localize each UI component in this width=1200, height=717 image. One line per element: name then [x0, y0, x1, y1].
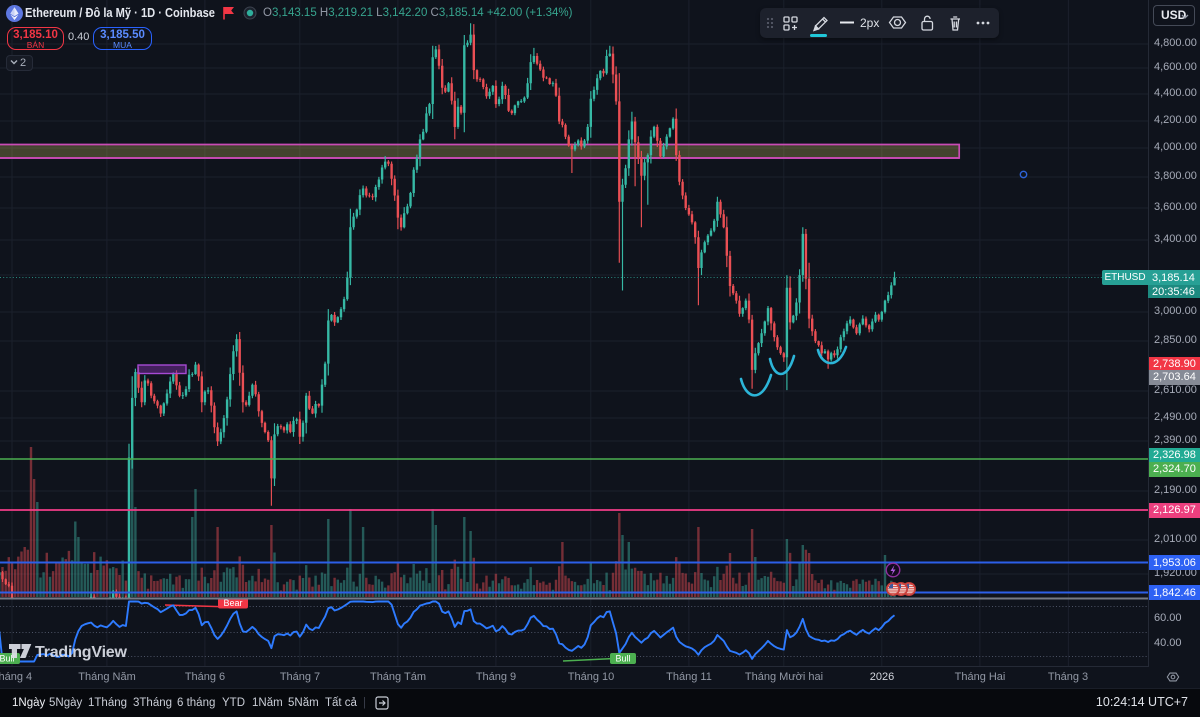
svg-text:2px: 2px	[860, 16, 879, 30]
svg-text:Bull: Bull	[615, 654, 630, 664]
svg-text:TradingView: TradingView	[35, 644, 128, 661]
svg-text:Bear: Bear	[223, 598, 242, 608]
svg-text:Bull: Bull	[0, 654, 15, 664]
